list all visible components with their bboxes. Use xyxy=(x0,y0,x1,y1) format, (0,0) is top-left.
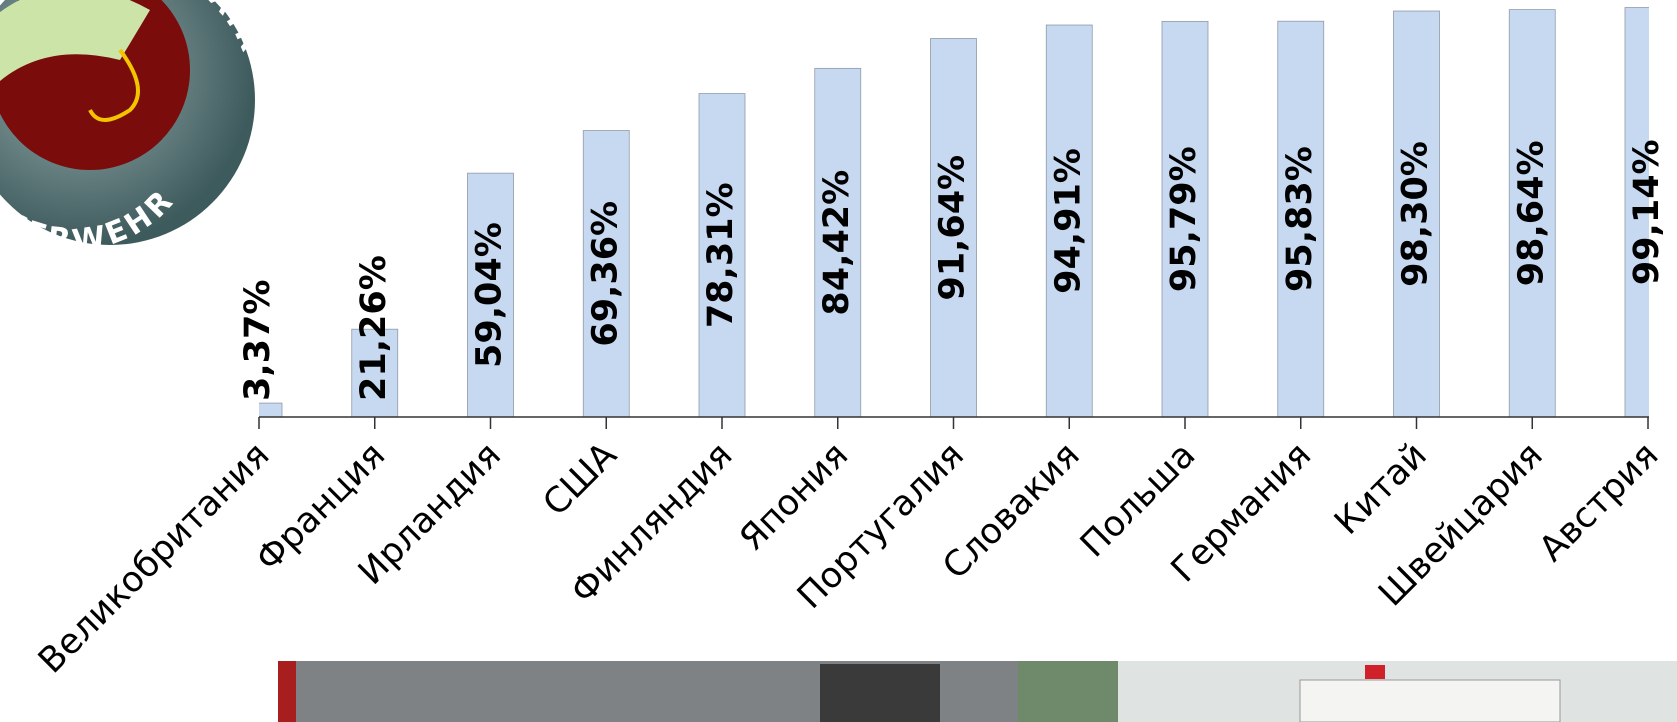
photo-left-edge xyxy=(278,661,296,722)
value-label: 78,31% xyxy=(701,182,741,328)
bar xyxy=(930,38,977,418)
bar xyxy=(467,172,514,418)
value-label: 98,30% xyxy=(1396,141,1436,287)
value-label: 91,64% xyxy=(933,155,973,301)
bar xyxy=(814,67,862,418)
value-label: 98,64% xyxy=(1511,140,1551,286)
bar xyxy=(1277,20,1325,418)
photo-truck xyxy=(1299,679,1561,722)
bar xyxy=(582,130,630,418)
photos xyxy=(278,661,1677,722)
photo-trees xyxy=(1018,661,1118,722)
x-tick-label: США xyxy=(536,435,625,524)
value-label: 21,26% xyxy=(354,255,394,401)
bar xyxy=(1624,7,1649,418)
plot-area xyxy=(259,7,1649,418)
logo-helmet xyxy=(0,0,150,82)
value-label: 84,42% xyxy=(817,170,857,316)
bar xyxy=(1508,9,1556,418)
value-label: 99,14% xyxy=(1627,139,1667,285)
value-label: 94,91% xyxy=(1048,148,1088,294)
x-tick-label: Китай xyxy=(1327,435,1435,543)
bar xyxy=(351,328,399,418)
bar xyxy=(1393,10,1440,418)
x-tick-label: Великобритания xyxy=(31,435,277,681)
bar xyxy=(1045,24,1093,418)
value-label: 59,04% xyxy=(470,222,510,368)
value-label: 95,79% xyxy=(1164,146,1204,292)
bar xyxy=(259,402,283,418)
x-tick-label: Австрия xyxy=(1532,435,1667,570)
logo: D FAIR EUERWEHR xyxy=(0,0,266,259)
value-label: 69,36% xyxy=(585,201,625,347)
value-label: 3,37% xyxy=(238,280,278,401)
logo-face xyxy=(88,48,140,122)
photo-helmet xyxy=(820,664,940,722)
value-label: 95,83% xyxy=(1280,146,1320,292)
photo-light xyxy=(1365,665,1385,679)
bar xyxy=(1161,20,1209,418)
